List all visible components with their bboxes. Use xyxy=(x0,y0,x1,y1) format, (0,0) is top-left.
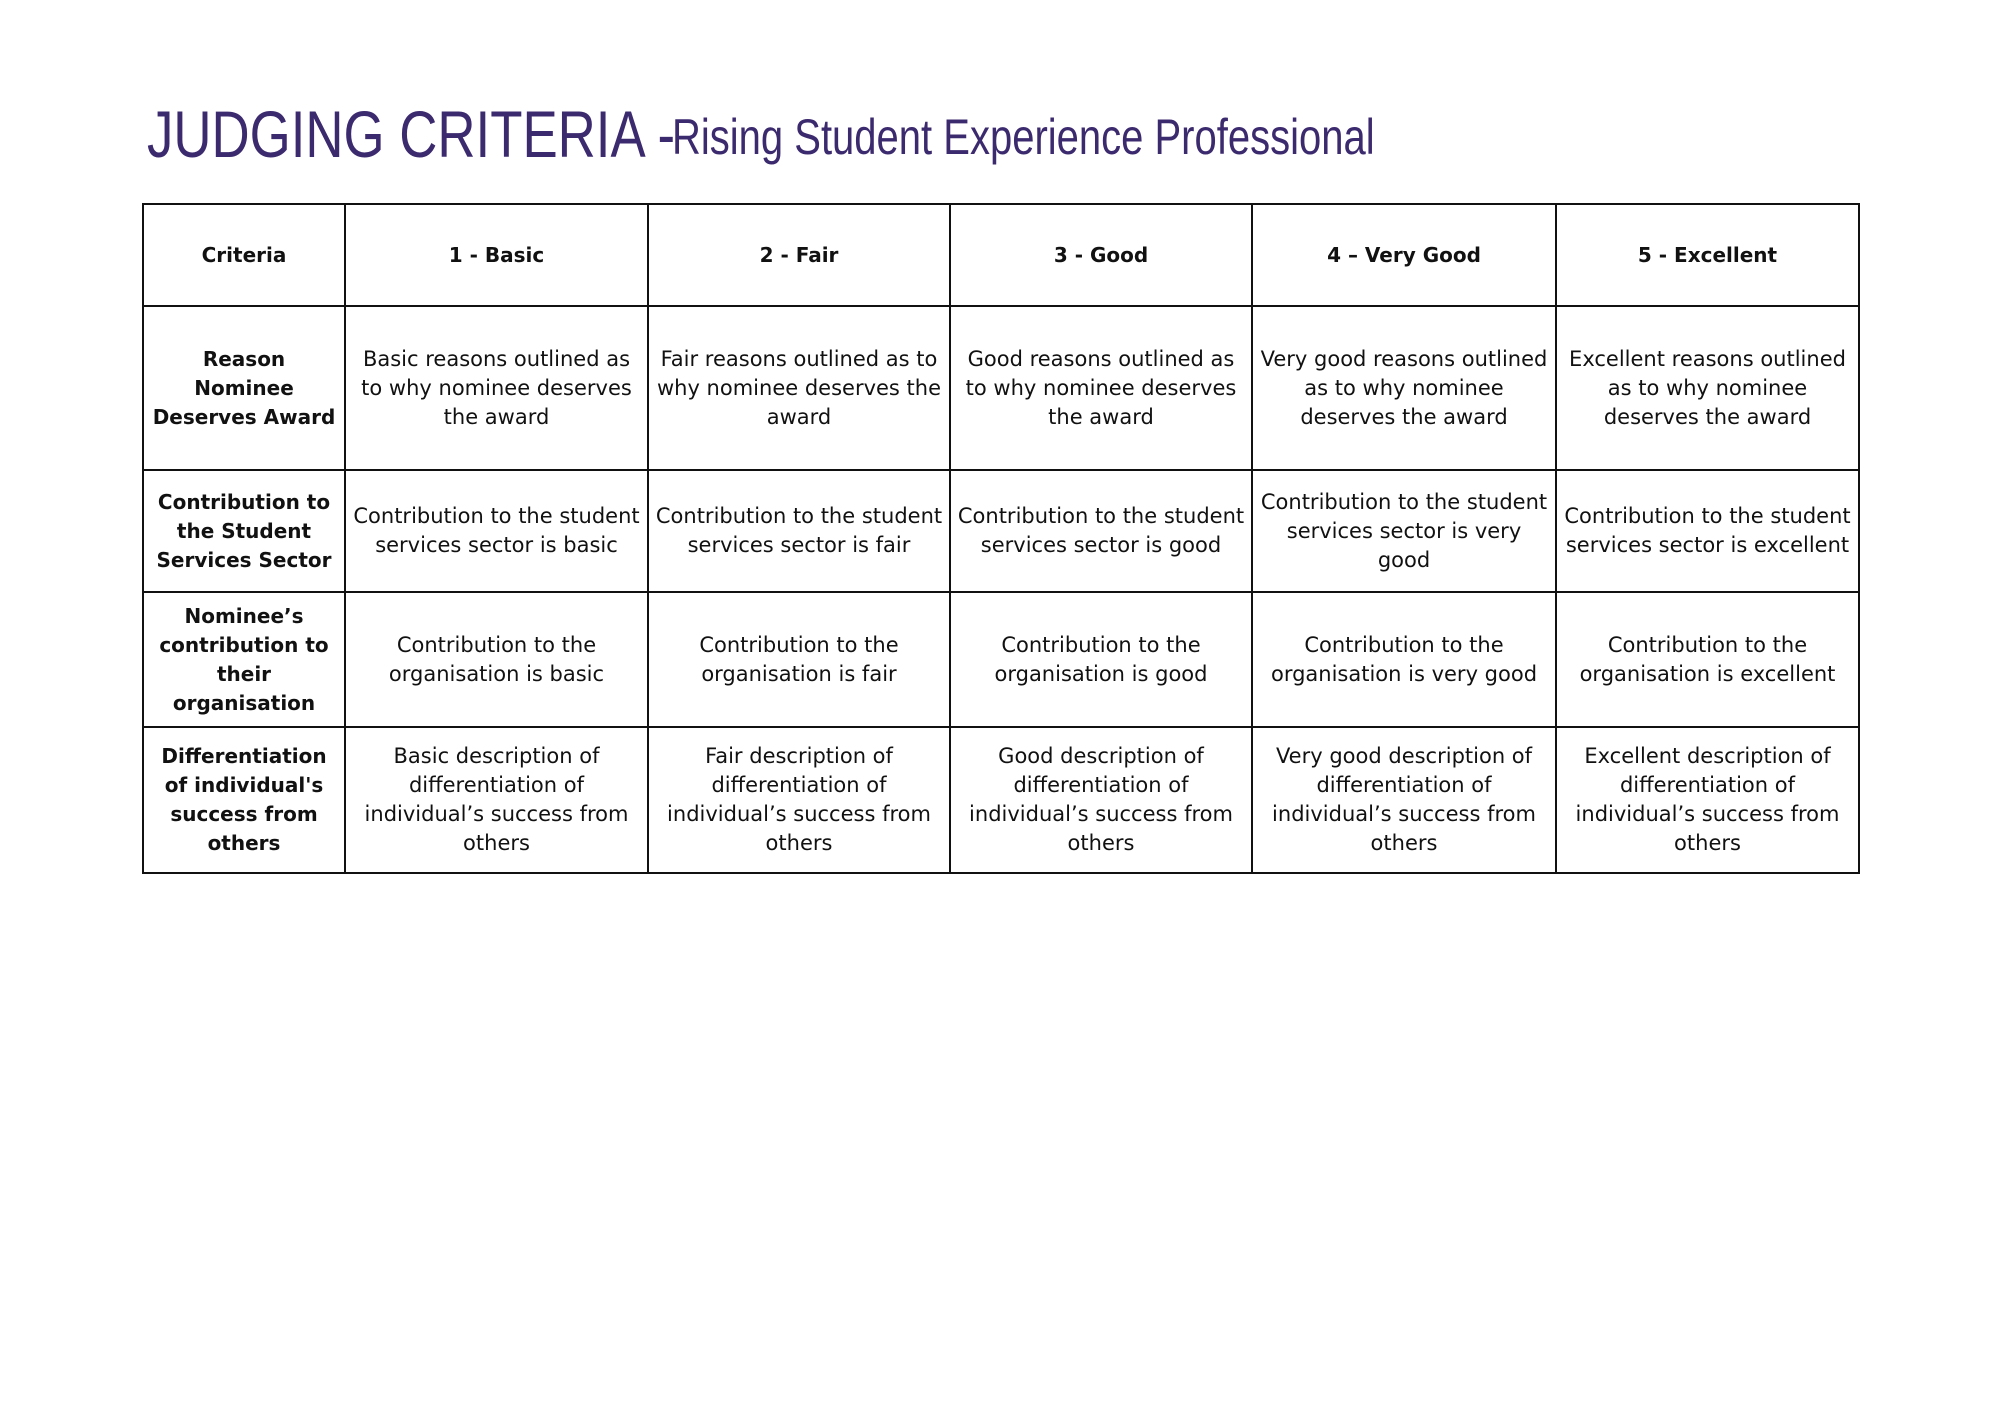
table-cell: Contribution to the organisation is good xyxy=(949,591,1253,728)
criteria-cell: Contribution to the Student Services Sec… xyxy=(142,469,346,593)
table-cell: Contribution to the organisation is basi… xyxy=(344,591,649,728)
table-cell: Excellent description of differentiation… xyxy=(1555,726,1860,874)
table-cell: Contribution to the student services sec… xyxy=(1251,469,1557,593)
title-main: JUDGING CRITERIA - xyxy=(147,97,676,171)
table-row: Differentiation of individual's success … xyxy=(142,726,1860,874)
column-header: 4 – Very Good xyxy=(1251,203,1557,307)
judging-criteria-table: Criteria 1 - Basic 2 - Fair 3 - Good 4 –… xyxy=(142,203,1860,874)
table-cell: Very good description of differentiation… xyxy=(1251,726,1557,874)
table-row: Nominee’s contribution to their organisa… xyxy=(142,591,1860,728)
table-cell: Contribution to the organisation is fair xyxy=(647,591,951,728)
table-cell: Contribution to the organisation is very… xyxy=(1251,591,1557,728)
table-cell: Very good reasons outlined as to why nom… xyxy=(1251,305,1557,471)
table-row: Reason Nominee Deserves Award Basic reas… xyxy=(142,305,1860,471)
table-cell: Basic description of differentiation of … xyxy=(344,726,649,874)
table-cell: Contribution to the organisation is exce… xyxy=(1555,591,1860,728)
table-cell: Excellent reasons outlined as to why nom… xyxy=(1555,305,1860,471)
table-header-row: Criteria 1 - Basic 2 - Fair 3 - Good 4 –… xyxy=(142,203,1860,307)
title-subtitle: Rising Student Experience Professional xyxy=(672,109,1375,165)
criteria-cell: Differentiation of individual's success … xyxy=(142,726,346,874)
table-cell: Good description of differentiation of i… xyxy=(949,726,1253,874)
table-row: Contribution to the Student Services Sec… xyxy=(142,469,1860,593)
table-cell: Good reasons outlined as to why nominee … xyxy=(949,305,1253,471)
table-cell: Contribution to the student services sec… xyxy=(344,469,649,593)
criteria-cell: Reason Nominee Deserves Award xyxy=(142,305,346,471)
table-cell: Basic reasons outlined as to why nominee… xyxy=(344,305,649,471)
table-cell: Fair description of differentiation of i… xyxy=(647,726,951,874)
column-header: 2 - Fair xyxy=(647,203,951,307)
criteria-cell: Nominee’s contribution to their organisa… xyxy=(142,591,346,728)
table-cell: Contribution to the student services sec… xyxy=(1555,469,1860,593)
column-header: 1 - Basic xyxy=(344,203,649,307)
column-header: 5 - Excellent xyxy=(1555,203,1860,307)
table-cell: Contribution to the student services sec… xyxy=(647,469,951,593)
page-title: JUDGING CRITERIA - Rising Student Experi… xyxy=(147,96,1375,172)
table-cell: Contribution to the student services sec… xyxy=(949,469,1253,593)
table-cell: Fair reasons outlined as to why nominee … xyxy=(647,305,951,471)
column-header: 3 - Good xyxy=(949,203,1253,307)
column-header: Criteria xyxy=(142,203,346,307)
